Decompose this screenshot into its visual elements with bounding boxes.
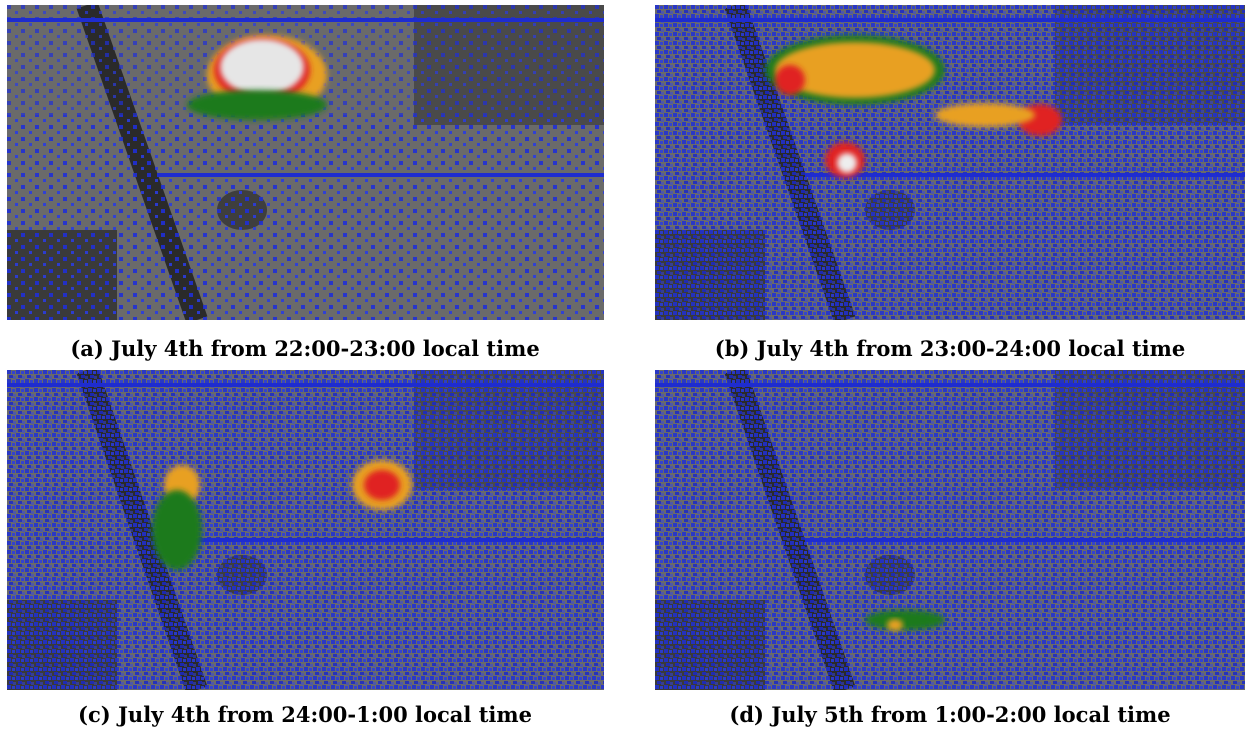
hotspot — [152, 490, 202, 570]
activity-overlay — [655, 5, 1245, 320]
caption: (c) July 4th from 24:00-1:00 local time — [78, 702, 532, 727]
image-content — [655, 5, 1245, 320]
heatmap-image — [655, 370, 1245, 690]
panels — [7, 5, 1245, 690]
hotspot — [187, 90, 327, 120]
activity-overlay — [7, 370, 604, 690]
activity-overlay — [655, 370, 1245, 690]
heatmap-image — [655, 5, 1245, 320]
image-content — [655, 370, 1245, 690]
heatmap-image — [7, 5, 604, 320]
image-content — [7, 370, 604, 690]
hotspot — [220, 39, 304, 95]
caption: (d) July 5th from 1:00-2:00 local time — [729, 702, 1170, 727]
hotspot — [775, 65, 805, 95]
hotspot — [865, 610, 945, 630]
image-content — [7, 5, 604, 320]
activity-overlay — [7, 115, 604, 320]
heatmap-image — [7, 370, 604, 690]
hotspot — [935, 103, 1035, 127]
hotspot — [837, 153, 857, 173]
hotspot — [775, 42, 935, 98]
caption: (a) July 4th from 22:00-23:00 local time — [70, 336, 539, 361]
hotspot — [364, 470, 400, 500]
caption: (b) July 4th from 23:00-24:00 local time — [715, 336, 1185, 361]
hotspot — [887, 619, 903, 631]
